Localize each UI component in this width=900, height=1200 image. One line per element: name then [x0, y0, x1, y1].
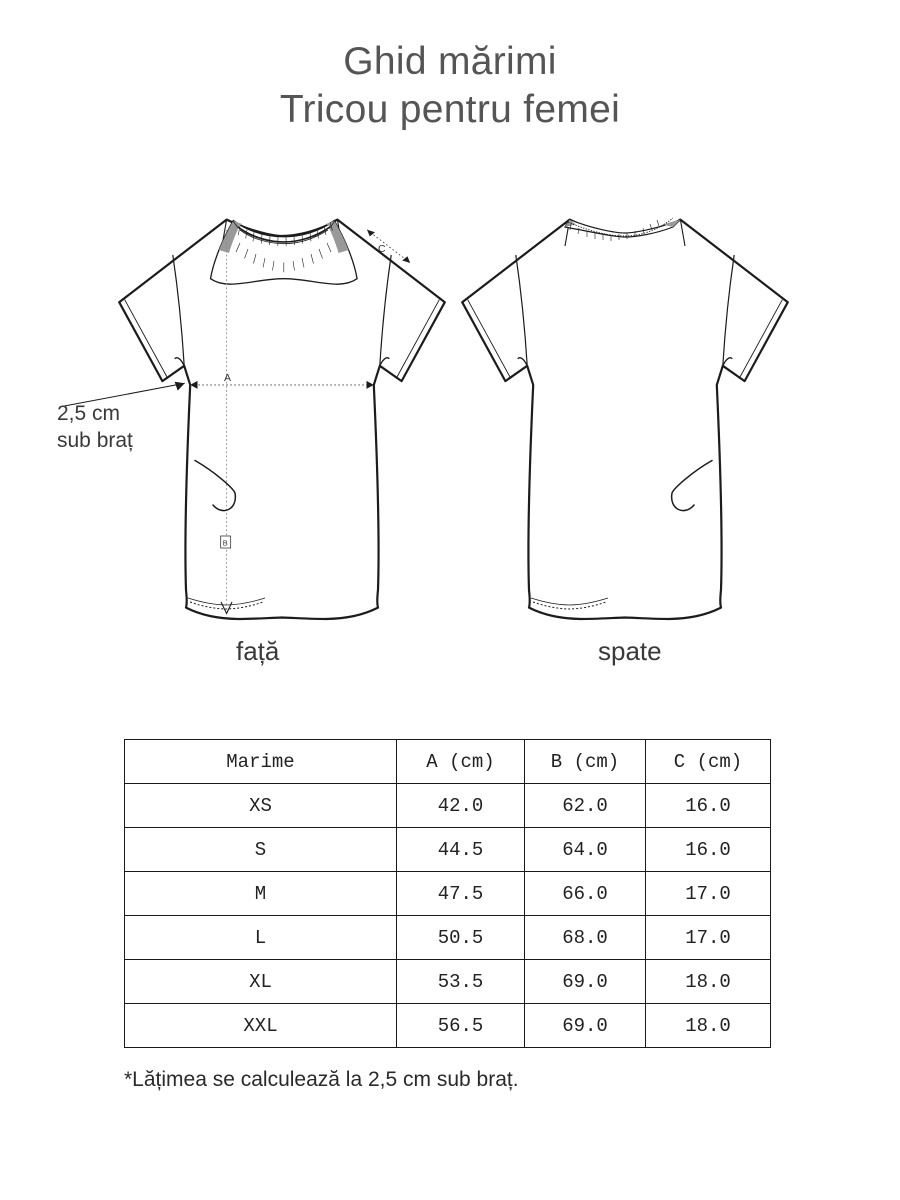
- svg-text:B: B: [223, 539, 228, 548]
- svg-text:A: A: [224, 372, 231, 384]
- svg-text:C: C: [378, 243, 386, 255]
